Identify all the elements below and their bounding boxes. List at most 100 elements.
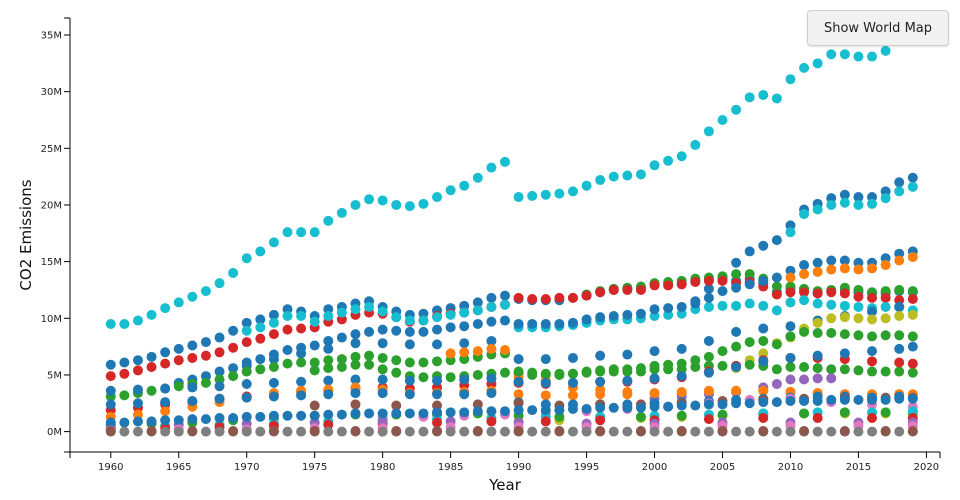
- data-point: [268, 362, 279, 373]
- data-point: [309, 227, 320, 238]
- data-point: [132, 355, 143, 366]
- data-point: [839, 197, 850, 208]
- data-point: [731, 326, 742, 337]
- data-point: [554, 188, 565, 199]
- data-point: [799, 426, 810, 437]
- x-tick-label: 2020: [914, 462, 939, 473]
- data-point: [622, 426, 633, 437]
- data-point: [132, 426, 143, 437]
- data-point: [744, 398, 755, 409]
- data-point: [336, 409, 347, 420]
- data-point: [799, 287, 810, 298]
- x-tick-label: 2000: [642, 462, 667, 473]
- x-tick-label: 2005: [710, 462, 735, 473]
- data-point: [758, 275, 769, 286]
- data-point: [500, 315, 510, 326]
- data-point: [282, 345, 293, 356]
- data-point: [282, 311, 293, 322]
- data-point: [880, 407, 891, 418]
- data-point: [839, 300, 850, 311]
- data-point: [799, 269, 810, 280]
- data-point: [812, 328, 823, 339]
- data-point: [472, 172, 483, 183]
- data-point: [404, 326, 415, 337]
- data-point: [758, 90, 769, 101]
- data-point: [595, 287, 606, 298]
- data-point: [309, 316, 320, 327]
- data-point: [404, 408, 415, 419]
- y-axis-title: CO2 Emissions: [17, 179, 35, 290]
- data-point: [500, 406, 510, 417]
- data-point: [228, 426, 239, 437]
- data-point: [581, 426, 592, 437]
- x-tick-label: 1980: [370, 462, 395, 473]
- data-point: [799, 295, 810, 306]
- data-point: [907, 294, 918, 305]
- data-point: [200, 337, 211, 348]
- data-point: [309, 365, 320, 376]
- data-point: [867, 306, 878, 317]
- y-tick-label: 15M: [41, 257, 62, 268]
- data-point: [432, 312, 443, 323]
- data-point: [717, 300, 728, 311]
- data-point: [554, 426, 565, 437]
- data-point: [853, 330, 864, 341]
- data-point: [241, 366, 252, 377]
- data-point: [540, 377, 551, 388]
- data-point: [595, 376, 606, 387]
- data-point: [105, 318, 116, 329]
- data-point: [255, 426, 266, 437]
- data-point: [799, 396, 810, 407]
- data-point: [459, 389, 470, 400]
- data-point: [785, 362, 796, 373]
- data-point: [445, 348, 456, 359]
- data-point: [676, 426, 687, 437]
- data-point: [567, 317, 578, 328]
- data-point: [595, 312, 606, 323]
- data-point: [404, 375, 415, 386]
- data-point: [758, 413, 769, 424]
- data-point: [241, 392, 252, 403]
- data-point: [146, 416, 157, 427]
- data-point: [894, 393, 905, 404]
- data-point: [595, 426, 606, 437]
- data-point: [690, 362, 701, 373]
- data-point: [826, 426, 837, 437]
- data-point: [622, 349, 633, 360]
- data-point: [527, 405, 538, 416]
- data-point: [744, 359, 755, 370]
- data-point: [717, 426, 728, 437]
- data-point: [241, 317, 252, 328]
- data-point: [635, 426, 646, 437]
- data-point: [676, 410, 687, 421]
- data-point: [595, 366, 606, 377]
- data-point: [432, 389, 443, 400]
- data-point: [540, 294, 551, 305]
- data-point: [853, 192, 864, 203]
- data-point: [323, 389, 334, 400]
- data-point: [160, 358, 171, 369]
- data-point: [459, 407, 470, 418]
- data-point: [241, 411, 252, 422]
- data-point: [826, 255, 837, 266]
- data-point: [907, 358, 918, 369]
- data-point: [513, 366, 524, 377]
- data-point: [282, 426, 293, 437]
- show-world-map-button[interactable]: Show World Map: [806, 10, 949, 46]
- data-point: [323, 363, 334, 374]
- data-point: [364, 350, 375, 361]
- data-point: [771, 235, 782, 246]
- data-point: [826, 287, 837, 298]
- data-point: [173, 297, 184, 308]
- data-point: [214, 366, 225, 377]
- data-point: [350, 329, 361, 340]
- data-point: [241, 325, 252, 336]
- data-point: [296, 227, 307, 238]
- data-point: [785, 272, 796, 283]
- data-point: [445, 372, 456, 383]
- data-point: [867, 331, 878, 342]
- data-point: [268, 309, 279, 320]
- data-point: [282, 410, 293, 421]
- data-point: [812, 373, 823, 384]
- data-point: [377, 306, 388, 317]
